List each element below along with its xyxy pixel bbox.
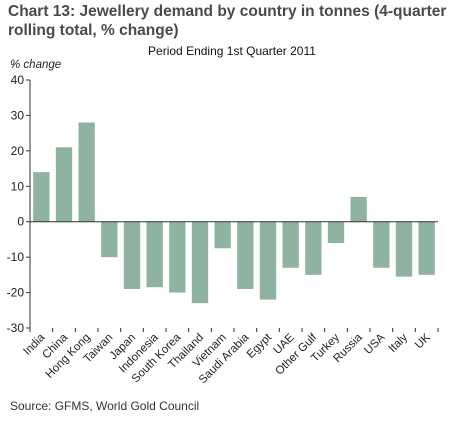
y-tick-label: 40 <box>11 73 25 87</box>
bar-china <box>55 147 73 222</box>
bar-uae <box>282 221 299 268</box>
bar-vietnam <box>214 221 231 249</box>
y-axis-label: % change <box>10 59 62 71</box>
bar-turkey <box>327 221 345 243</box>
y-ticks-group: -30 -20 -10 0 10 20 30 40 <box>7 73 30 335</box>
chart-subtitle: Period Ending 1st Quarter 2011 <box>148 44 316 58</box>
bar-italy <box>395 221 413 277</box>
bar-usa <box>373 221 390 268</box>
bar-indonesia <box>146 221 163 288</box>
bar-south-korea <box>169 221 186 293</box>
source-note: Source: GFMS, World Gold Council <box>10 399 200 413</box>
bar-other-gulf <box>305 221 322 275</box>
bar-hong-kong <box>78 122 95 222</box>
x-tick-label: Egypt <box>245 331 275 361</box>
y-tick-label: 20 <box>11 144 25 158</box>
bar-taiwan <box>101 221 118 258</box>
y-tick-label: -20 <box>7 286 25 300</box>
bar-russia <box>350 196 367 222</box>
bar-uk <box>418 221 435 275</box>
bar-japan <box>123 221 141 290</box>
y-tick-label: 30 <box>11 108 25 122</box>
chart-title: Chart 13: Jewellery demand by country in… <box>8 3 447 39</box>
bar-india <box>33 172 50 222</box>
x-tick-label: Italy <box>387 331 411 355</box>
x-tick-label: UK <box>413 331 433 351</box>
y-tick-label: -30 <box>7 321 25 335</box>
x-tick-label: USA <box>362 331 387 356</box>
bar-egypt <box>259 221 277 300</box>
y-tick-label: 10 <box>11 179 25 193</box>
y-tick-label: -10 <box>7 250 25 264</box>
bars-group <box>33 122 435 304</box>
y-tick-label: 0 <box>17 215 24 229</box>
axes-group <box>29 80 438 328</box>
bar-saudi-arabia <box>237 221 254 290</box>
bar-thailand <box>191 221 209 304</box>
